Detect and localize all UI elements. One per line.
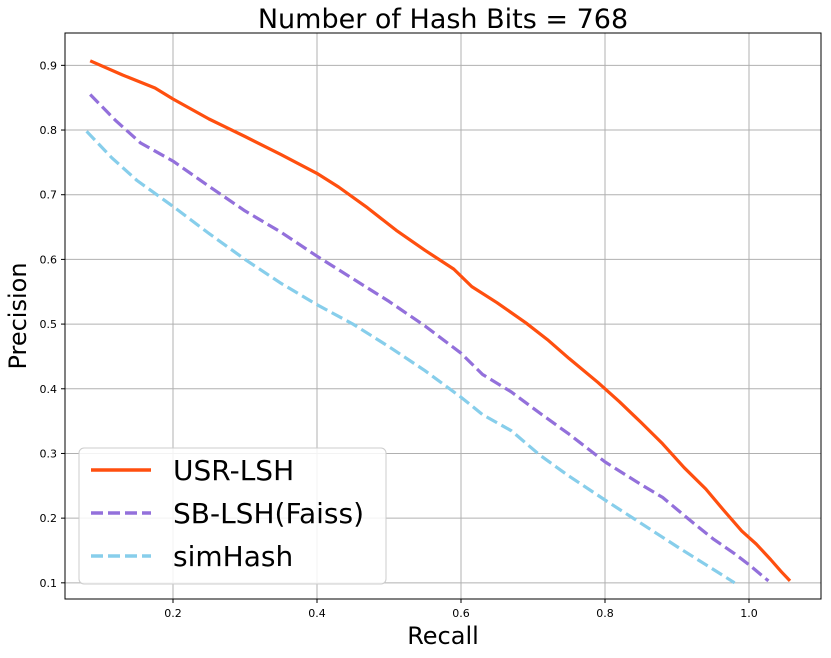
legend-entry-label: SB-LSH(Faiss) [173,497,364,530]
y-tick-label: 0.2 [40,512,58,525]
legend-frame [78,447,387,585]
series-layer [85,59,792,585]
y-tick-label: 0.3 [40,447,58,460]
x-axis-label: Recall [407,622,479,650]
x-tick-label: 1.0 [740,607,758,620]
y-tick-label: 0.5 [40,318,58,331]
y-tick-label: 0.1 [40,577,58,590]
plot-frame [64,32,822,600]
x-tick-label: 0.6 [452,607,470,620]
series-line-0 [89,59,792,582]
series-line-2 [85,130,736,585]
y-tick-label: 0.6 [40,253,58,266]
x-tick-label: 0.4 [308,607,326,620]
x-tick-label: 0.8 [596,607,614,620]
ticks: 0.2 0.4 0.6 0.8 1.0 0.1 0.2 0.3 0.4 0.5 0.6 0.7 0.8 0… [40,59,758,620]
y-tick-label: 0.7 [40,189,58,202]
legend-entry-label: USR-LSH [173,454,294,487]
y-axis-label: Precision [4,262,32,369]
series-line-1 [89,93,770,583]
y-tick-label: 0.9 [40,59,58,72]
legend: USR-LSH SB-LSH(Faiss) simHash [78,447,387,585]
y-tick-label: 0.4 [40,383,58,396]
x-tick-label: 0.2 [164,607,182,620]
chart-title: Number of Hash Bits = 768 [258,4,628,35]
y-tick-label: 0.8 [40,124,58,137]
legend-entry-label: simHash [173,540,293,573]
